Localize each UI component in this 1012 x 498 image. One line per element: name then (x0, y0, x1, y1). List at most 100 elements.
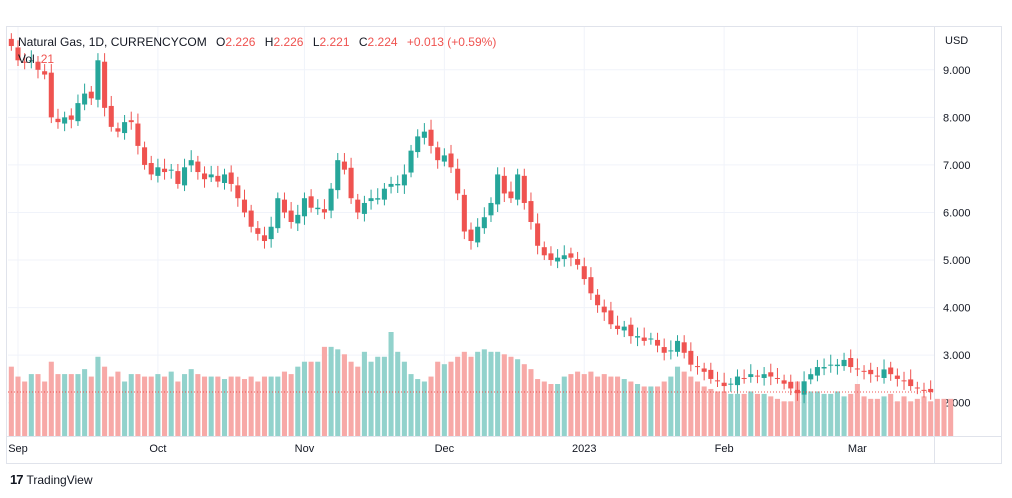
candle-body (754, 375, 760, 377)
volume-bar (708, 388, 714, 436)
candle-body (188, 160, 194, 166)
x-tick-label: 2023 (572, 443, 596, 455)
volume-bar (228, 376, 234, 436)
candle-body (741, 377, 747, 379)
symbol-legend: Natural Gas, 1D, CURRENCYCOM O2.226 H2.2… (18, 35, 496, 49)
candle-body (315, 207, 321, 210)
volume-bar (521, 364, 527, 436)
candle-body (548, 253, 554, 261)
candle-body (828, 364, 834, 366)
volume-bar (515, 359, 521, 436)
volume-bar (761, 393, 767, 436)
candle-body (874, 375, 880, 377)
volume-bar (621, 379, 627, 436)
candle-body (808, 374, 814, 380)
volume-bar (255, 381, 261, 436)
candle-body (641, 337, 647, 341)
y-tick-label: 4.000 (943, 303, 971, 315)
low-label: L (312, 35, 320, 49)
volume-bar (641, 386, 647, 436)
volume-bar (401, 361, 407, 436)
candle-body (142, 147, 148, 165)
candle-body (122, 122, 128, 134)
close-label: C (358, 35, 368, 49)
volume-bar (575, 371, 581, 436)
candle-body (281, 199, 287, 213)
candle-body (561, 255, 567, 260)
volume-bar (62, 374, 68, 436)
candle-body (82, 93, 88, 105)
candle-body (868, 369, 874, 375)
high-value: 2.226 (273, 35, 304, 49)
candle-body (275, 198, 281, 229)
volume-bar (768, 396, 774, 436)
volume-bar (321, 346, 327, 436)
candle-body (102, 61, 108, 108)
currency-label[interactable]: USD (945, 35, 969, 47)
candle-body (768, 372, 774, 377)
candle-body (15, 47, 21, 61)
candle-body (668, 350, 674, 352)
volume-bar (301, 361, 307, 436)
volume-bar (435, 361, 441, 436)
candle-body (288, 210, 294, 222)
volume-bar (168, 371, 174, 436)
volume-bar (468, 356, 474, 436)
candle-body (568, 253, 574, 258)
brand-name: TradingView (26, 472, 93, 487)
candle-body (714, 380, 721, 382)
volume-bar (48, 361, 54, 436)
volume-bar (128, 374, 134, 436)
volume-bar (108, 376, 114, 436)
volume-bar (328, 346, 334, 436)
volume-legend: Vol 21 (18, 52, 54, 66)
volume-bar (774, 398, 780, 436)
volume-bar (868, 398, 874, 436)
volume-bar (728, 393, 734, 436)
candle-body (95, 60, 101, 100)
volume-bar (148, 376, 154, 436)
candle-body (821, 367, 827, 369)
candle-body (355, 199, 361, 213)
candle-body (535, 223, 541, 246)
volume-bar (448, 361, 454, 436)
symbol-title[interactable]: Natural Gas, 1D, CURRENCYCOM (18, 35, 207, 49)
candle-body (928, 388, 934, 393)
volume-bar (415, 379, 421, 436)
volume-bar (801, 381, 807, 436)
candle-body (441, 155, 447, 162)
tradingview-branding[interactable]: 17 TradingView (10, 472, 93, 487)
volume-bar (814, 391, 820, 436)
volume-bar (68, 374, 74, 436)
volume-bar (195, 374, 201, 436)
volume-bar (874, 398, 880, 436)
candle-body (734, 376, 741, 386)
volume-bar (441, 364, 447, 436)
volume-label[interactable]: Vol (18, 52, 35, 66)
candle-body (395, 183, 401, 186)
candle-body (321, 209, 327, 213)
candle-body (408, 150, 414, 173)
volume-bar (261, 376, 268, 436)
volume-bar (215, 376, 221, 436)
tradingview-logo-icon: 17 (10, 472, 24, 487)
volume-bar (241, 379, 248, 436)
volume-bar (781, 401, 787, 436)
candle-body (901, 380, 907, 382)
volume-bar (201, 376, 208, 436)
volume-bar (188, 369, 194, 436)
candle-body (468, 229, 474, 242)
volume-bar (894, 401, 900, 436)
volume-bar (721, 391, 727, 436)
volume-bar (681, 371, 687, 436)
volume-bar (794, 381, 800, 436)
volume-bar (295, 366, 301, 436)
candle-body (801, 381, 807, 395)
candle-body (528, 201, 534, 222)
candle-body (428, 129, 434, 146)
candle-body (481, 217, 487, 229)
candle-body (541, 247, 547, 256)
candle-body (128, 120, 134, 123)
candle-body (601, 306, 607, 313)
